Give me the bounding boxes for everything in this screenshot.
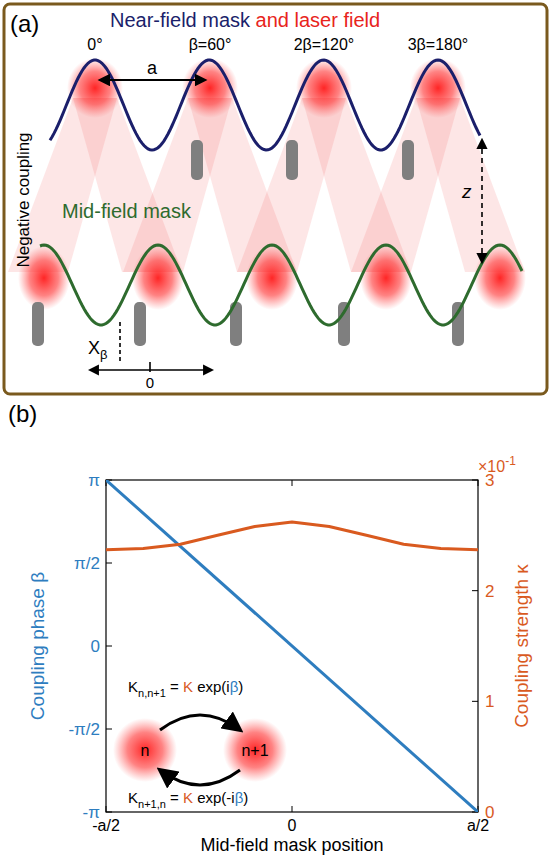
- y-tick: [106, 729, 112, 730]
- coupling-equation: Kn,n+1 = K exp(iβ): [128, 678, 243, 699]
- y-tick-label: -π: [83, 803, 100, 822]
- y2-tick: [472, 480, 478, 481]
- scale-base: ×10: [478, 458, 505, 475]
- eq-subscript: n,n+1: [138, 687, 166, 699]
- x-tick: [478, 480, 479, 486]
- panel-a: (a) Near-field mask and laser field 0° β=60…: [4, 4, 547, 394]
- laser-spot: [246, 246, 298, 310]
- panel-frame: [4, 4, 547, 394]
- near-field-mask: [50, 60, 480, 150]
- panel-label: (b): [8, 400, 37, 427]
- eq-part: exp(-i: [193, 789, 235, 806]
- eq-part: ): [243, 789, 248, 806]
- eq-part: =: [166, 678, 183, 695]
- laser-spot: [67, 58, 123, 118]
- eq-part: K: [183, 678, 193, 695]
- eq-symbol: K: [128, 789, 138, 806]
- y-tick-label: π: [88, 471, 100, 490]
- site-label: n+1: [241, 742, 268, 759]
- figure: (a) Near-field mask and laser field 0° β=60…: [0, 0, 551, 858]
- offset-arrow: [90, 369, 212, 371]
- laser-spot: [410, 58, 466, 118]
- light-beam: [416, 98, 525, 272]
- mid-mask-label: Mid-field mask: [62, 200, 192, 222]
- mask-rod: [191, 140, 203, 180]
- x-tick: [292, 480, 293, 486]
- panel-b: (b)nn+1Kn,n+1 = K exp(iβ)Kn+1,n = K exp(…: [8, 400, 532, 855]
- mask-rod: [134, 302, 146, 346]
- mask-rod: [286, 140, 298, 180]
- eq-subscript: n+1,n: [138, 798, 166, 810]
- series-line: [106, 522, 478, 550]
- laser-spot: [132, 246, 184, 310]
- mask-rod: [402, 140, 414, 180]
- x-tick: [292, 806, 293, 812]
- coupling-arrow: [160, 770, 240, 785]
- x-tick: [106, 806, 107, 812]
- y-tick-label: π/2: [74, 554, 100, 573]
- panel-label: (a): [10, 10, 39, 37]
- eq-part: =: [166, 789, 183, 806]
- mask-rod: [32, 302, 44, 346]
- angle-label: 3β=180°: [408, 36, 469, 53]
- y-tick: [106, 812, 112, 813]
- eq-part: ): [238, 678, 243, 695]
- site: [223, 718, 287, 782]
- origin-label: 0: [146, 374, 154, 391]
- eq-symbol: K: [128, 678, 138, 695]
- angle-label: 0°: [87, 36, 102, 53]
- offset-symbol: X: [88, 338, 100, 358]
- title-part: and laser field: [250, 9, 380, 31]
- angle-label: β=60°: [189, 36, 232, 53]
- eq-part: K: [183, 789, 193, 806]
- eq-part: β: [235, 789, 244, 806]
- scale-exponent: -1: [505, 454, 516, 468]
- coupling-equation: Kn+1,n = K exp(-iβ): [128, 789, 248, 810]
- y2-tick: [472, 590, 478, 591]
- mask-rod: [452, 302, 464, 346]
- y-axis-title: Coupling phase β: [27, 572, 48, 720]
- y-tick: [106, 646, 112, 647]
- data-lines: [106, 480, 478, 812]
- side-label: Negative coupling: [14, 132, 33, 267]
- coupling-inset: nn+1Kn,n+1 = K exp(iβ)Kn+1,n = K exp(-iβ…: [113, 678, 287, 810]
- y-tick-label: 0: [91, 637, 100, 656]
- title: Near-field mask and laser field: [110, 9, 380, 31]
- y2-tick-label: 1: [485, 692, 494, 711]
- period-arrow: [100, 79, 205, 81]
- laser-spot: [360, 246, 412, 310]
- angle-label: 2β=120°: [294, 36, 355, 53]
- eq-part: β: [230, 678, 239, 695]
- offset-marker: [119, 322, 121, 364]
- period-label: a: [147, 58, 158, 78]
- offset-label: Xβ: [88, 338, 108, 362]
- mask-rod: [338, 302, 350, 346]
- coupling-arrow: [160, 715, 240, 730]
- offset-subscript: β: [100, 347, 107, 362]
- title-part: Near-field mask: [110, 9, 251, 31]
- y2-tick: [472, 701, 478, 702]
- laser-spot: [474, 246, 526, 310]
- y2-axis-title: Coupling strength κ: [511, 564, 532, 728]
- eq-part: exp(i: [193, 678, 230, 695]
- z-label: z: [461, 181, 472, 202]
- mid-field-mask: [40, 245, 522, 325]
- y-tick: [106, 563, 112, 564]
- z-arrow: [481, 140, 483, 262]
- series-line: [106, 480, 478, 812]
- y2-tick-label: 2: [485, 582, 494, 601]
- site: [113, 718, 177, 782]
- plot-frame: [106, 480, 478, 812]
- y2-scale-label: ×10-1: [478, 454, 516, 475]
- site-label: n: [141, 742, 150, 759]
- x-axis-title: Mid-field mask position: [200, 835, 383, 855]
- x-tick-label: 0: [288, 817, 297, 834]
- y-tick-label: -π/2: [68, 720, 100, 739]
- y2-tick-label: 0: [485, 803, 494, 822]
